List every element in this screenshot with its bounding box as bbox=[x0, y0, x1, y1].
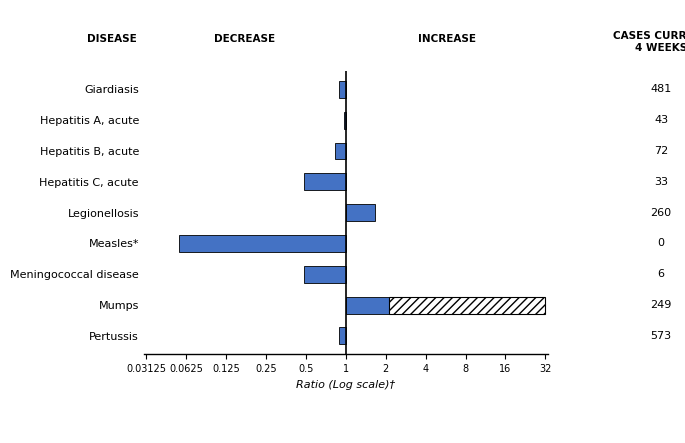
Text: 72: 72 bbox=[654, 146, 668, 156]
Bar bbox=[388, 297, 545, 314]
Text: 33: 33 bbox=[654, 177, 668, 187]
Bar bbox=[179, 235, 346, 252]
Bar bbox=[303, 173, 346, 190]
Text: DECREASE: DECREASE bbox=[214, 34, 275, 44]
Bar bbox=[344, 112, 346, 128]
Bar bbox=[346, 297, 388, 314]
X-axis label: Ratio (Log scale)†: Ratio (Log scale)† bbox=[297, 380, 395, 390]
Text: INCREASE: INCREASE bbox=[418, 34, 476, 44]
Text: CASES CURRENT
4 WEEKS: CASES CURRENT 4 WEEKS bbox=[612, 31, 685, 53]
Bar bbox=[303, 266, 346, 283]
Bar bbox=[346, 204, 375, 221]
Text: 249: 249 bbox=[650, 300, 672, 310]
Text: 43: 43 bbox=[654, 115, 668, 125]
Text: 573: 573 bbox=[651, 331, 671, 341]
Text: DISEASE: DISEASE bbox=[87, 34, 137, 44]
Bar bbox=[338, 327, 346, 344]
Text: 481: 481 bbox=[650, 84, 672, 94]
Text: 260: 260 bbox=[651, 208, 671, 218]
Bar bbox=[334, 143, 346, 159]
Text: 6: 6 bbox=[658, 269, 664, 279]
Text: 0: 0 bbox=[658, 238, 664, 249]
Bar bbox=[338, 81, 346, 98]
